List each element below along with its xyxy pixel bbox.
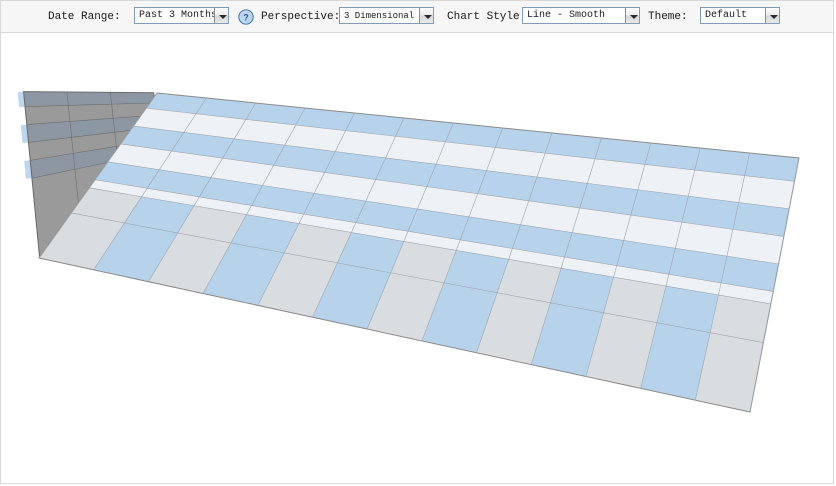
- svg-text:?: ?: [243, 13, 248, 23]
